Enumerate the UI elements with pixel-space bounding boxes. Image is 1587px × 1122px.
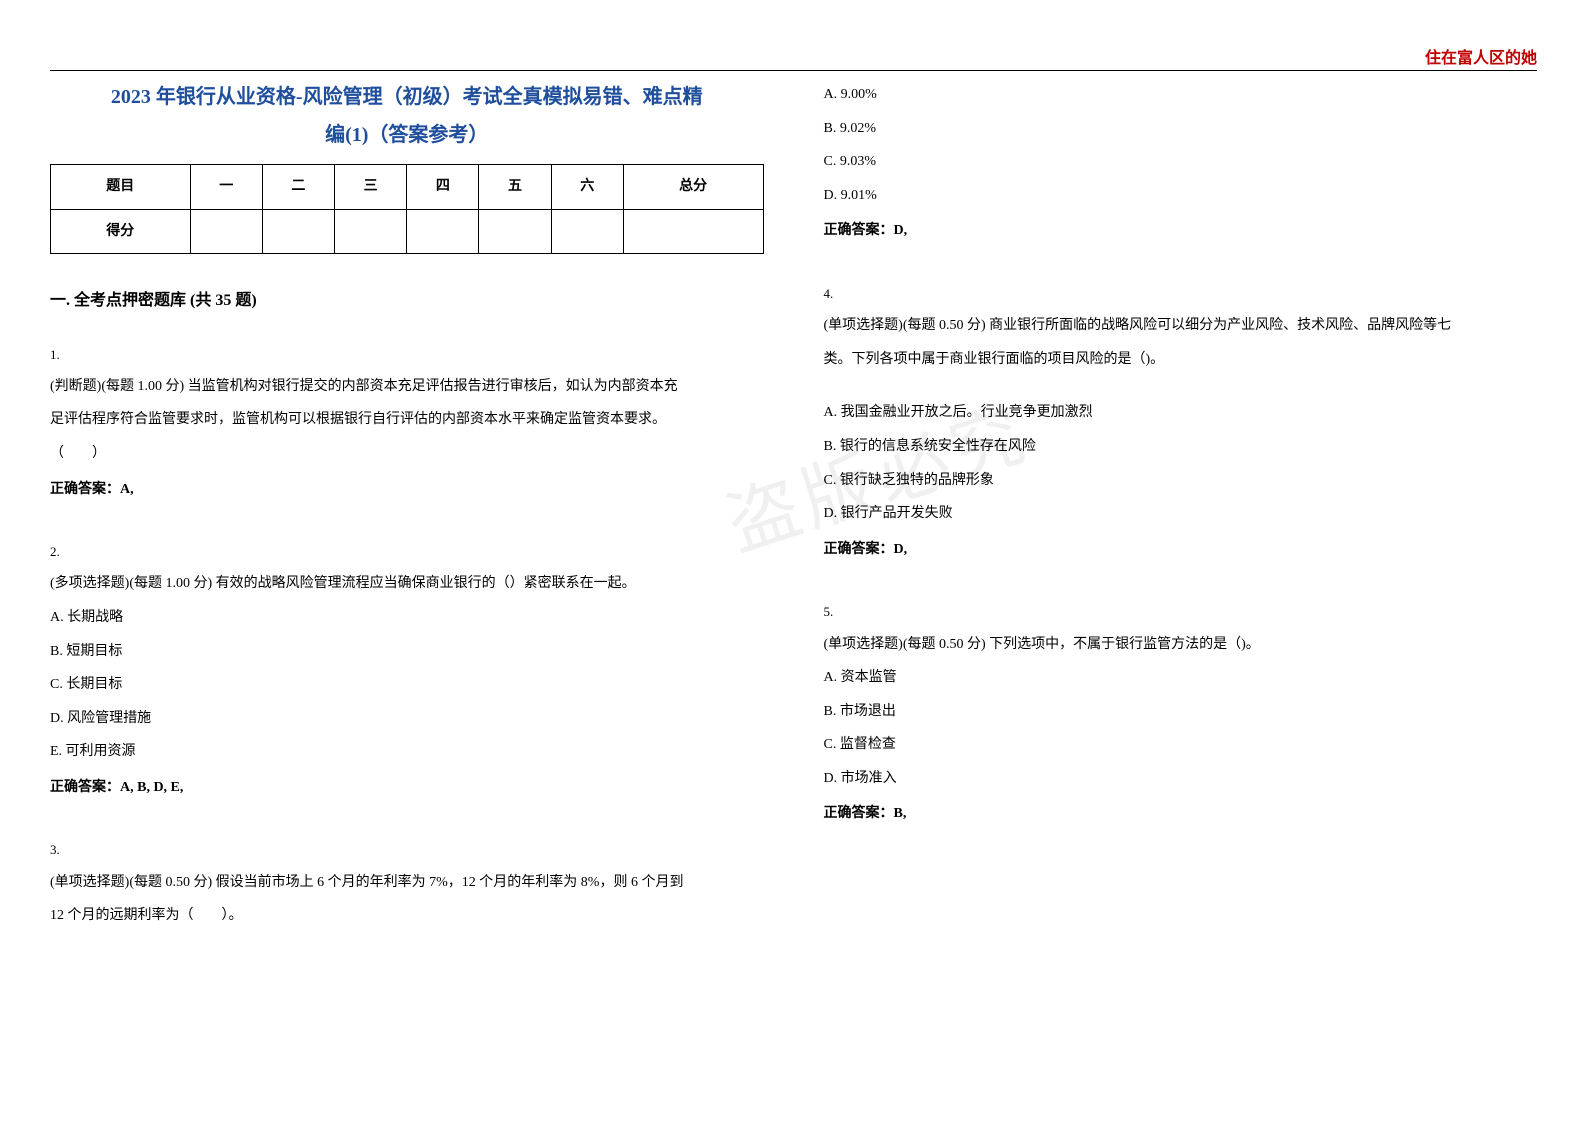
score-c3 [335,209,407,254]
score-c7 [623,209,763,254]
score-c6 [551,209,623,254]
q4-text-b: 类。下列各项中属于商业银行面临的项目风险的是（)。 [824,343,1538,377]
score-c1 [190,209,262,254]
q2-text: (多项选择题)(每题 1.00 分) 有效的战略风险管理流程应当确保商业银行的（… [50,567,764,601]
q2-opt-c: C. 长期目标 [50,668,764,702]
section-1-heading: 一. 全考点押密题库 (共 35 题) [50,282,764,320]
score-h-6: 六 [551,165,623,210]
score-h-5: 五 [479,165,551,210]
q5-opt-b: B. 市场退出 [824,695,1538,729]
q4-text-a: (单项选择题)(每题 0.50 分) 商业银行所面临的战略风险可以细分为产业风险… [824,309,1538,343]
exam-title: 2023 年银行从业资格-风险管理（初级）考试全真模拟易错、难点精 编(1)（答… [50,78,764,154]
q3-text-b: 12 个月的远期利率为（ ）。 [50,899,764,933]
q2-opt-d: D. 风险管理措施 [50,702,764,736]
q1-text-b: 足评估程序符合监管要求时，监管机构可以根据银行自行评估的内部资本水平来确定监管资… [50,403,764,437]
q2-opt-e: E. 可利用资源 [50,735,764,769]
q3-opt-c: C. 9.03% [824,145,1538,179]
q2-number: 2. [50,536,764,567]
right-column: A. 9.00% B. 9.02% C. 9.03% D. 9.01% 正确答案… [794,70,1538,933]
score-value-row: 得分 [51,209,764,254]
top-rule [50,70,1537,71]
q2-opt-a: A. 长期战略 [50,601,764,635]
q2-answer: 正确答案：A, B, D, E, [50,771,764,805]
corner-watermark: 住在富人区的她 [1425,44,1537,68]
score-h-7: 总分 [623,165,763,210]
q5-answer: 正确答案：B, [824,797,1538,831]
page-container: 2023 年银行从业资格-风险管理（初级）考试全真模拟易错、难点精 编(1)（答… [0,0,1587,973]
score-h-0: 题目 [51,165,191,210]
q5-number: 5. [824,596,1538,627]
q1-number: 1. [50,339,764,370]
q1-text-c: （ ） [50,437,764,471]
score-h-2: 二 [262,165,334,210]
q1-answer: 正确答案：A, [50,473,764,507]
score-h-4: 四 [407,165,479,210]
q5-opt-c: C. 监督检查 [824,728,1538,762]
score-row-label: 得分 [51,209,191,254]
q3-opt-a: A. 9.00% [824,78,1538,112]
score-c2 [262,209,334,254]
score-c4 [407,209,479,254]
score-header-row: 题目 一 二 三 四 五 六 总分 [51,165,764,210]
q5-text: (单项选择题)(每题 0.50 分) 下列选项中，不属于银行监管方法的是（)。 [824,628,1538,662]
title-line-2: 编(1)（答案参考） [50,116,764,154]
score-h-3: 三 [335,165,407,210]
q3-opt-b: B. 9.02% [824,112,1538,146]
score-table: 题目 一 二 三 四 五 六 总分 得分 [50,164,764,254]
q4-answer: 正确答案：D, [824,533,1538,567]
left-column: 2023 年银行从业资格-风险管理（初级）考试全真模拟易错、难点精 编(1)（答… [50,70,794,933]
q3-text-a: (单项选择题)(每题 0.50 分) 假设当前市场上 6 个月的年利率为 7%，… [50,866,764,900]
q3-opt-d: D. 9.01% [824,179,1538,213]
q5-opt-d: D. 市场准入 [824,762,1538,796]
q3-answer: 正确答案：D, [824,214,1538,248]
q1-text-a: (判断题)(每题 1.00 分) 当监管机构对银行提交的内部资本充足评估报告进行… [50,370,764,404]
q2-opt-b: B. 短期目标 [50,635,764,669]
q4-opt-b: B. 银行的信息系统安全性存在风险 [824,430,1538,464]
q3-number: 3. [50,834,764,865]
title-line-1: 2023 年银行从业资格-风险管理（初级）考试全真模拟易错、难点精 [50,78,764,116]
q4-opt-a: A. 我国金融业开放之后。行业竞争更加激烈 [824,396,1538,430]
score-c5 [479,209,551,254]
q4-opt-d: D. 银行产品开发失败 [824,497,1538,531]
q4-opt-c: C. 银行缺乏独特的品牌形象 [824,464,1538,498]
q5-opt-a: A. 资本监管 [824,661,1538,695]
score-h-1: 一 [190,165,262,210]
q4-number: 4. [824,278,1538,309]
